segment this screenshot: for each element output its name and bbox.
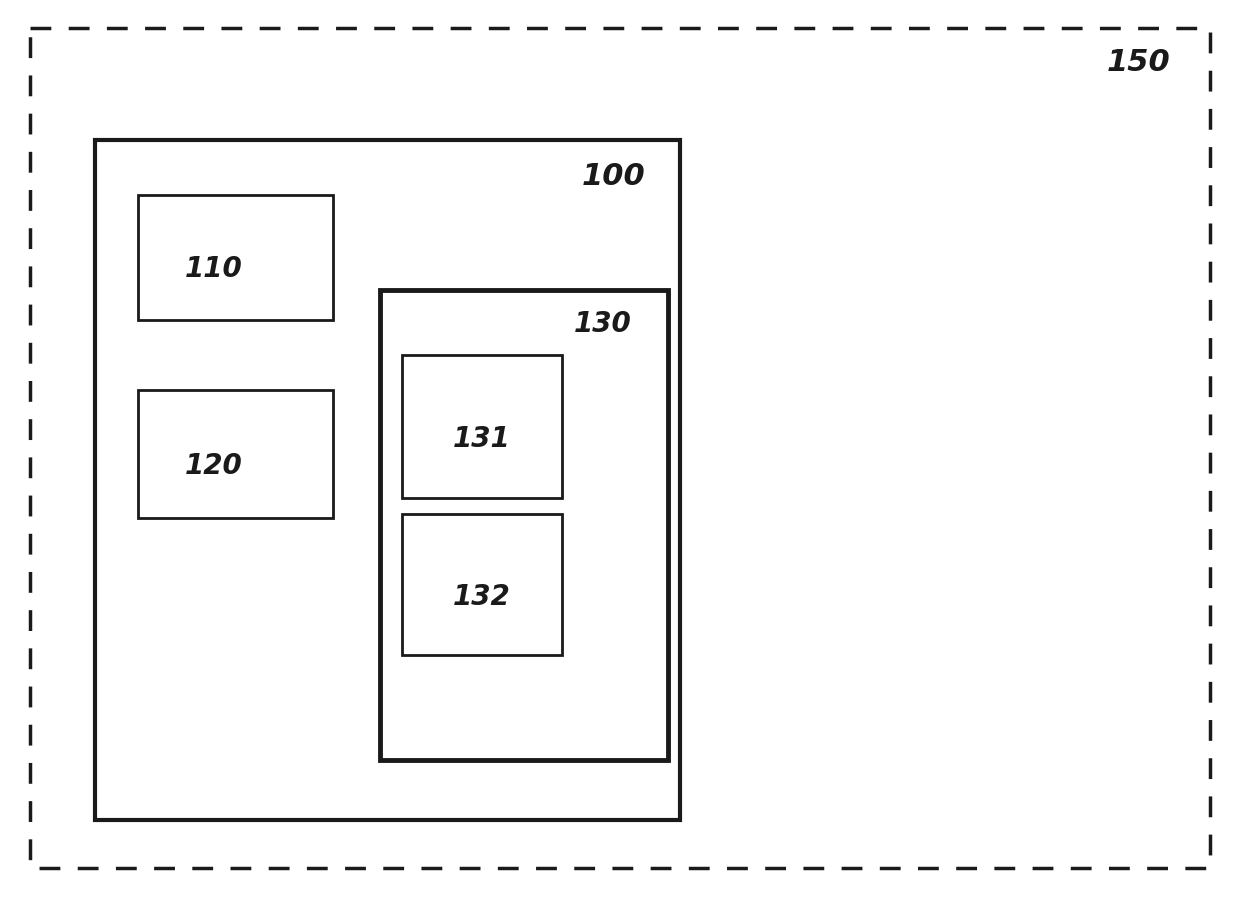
Bar [95, 140, 680, 820]
Bar [402, 514, 562, 655]
Bar [138, 195, 334, 320]
Bar [402, 355, 562, 498]
Text: 120: 120 [185, 452, 243, 480]
Text: 110: 110 [185, 255, 243, 283]
Text: 150: 150 [1106, 48, 1171, 77]
Text: 131: 131 [453, 425, 511, 453]
Text: 100: 100 [582, 162, 645, 191]
Text: 132: 132 [453, 583, 511, 611]
Bar [379, 290, 668, 760]
Bar [138, 390, 334, 518]
Text: 130: 130 [574, 310, 632, 338]
